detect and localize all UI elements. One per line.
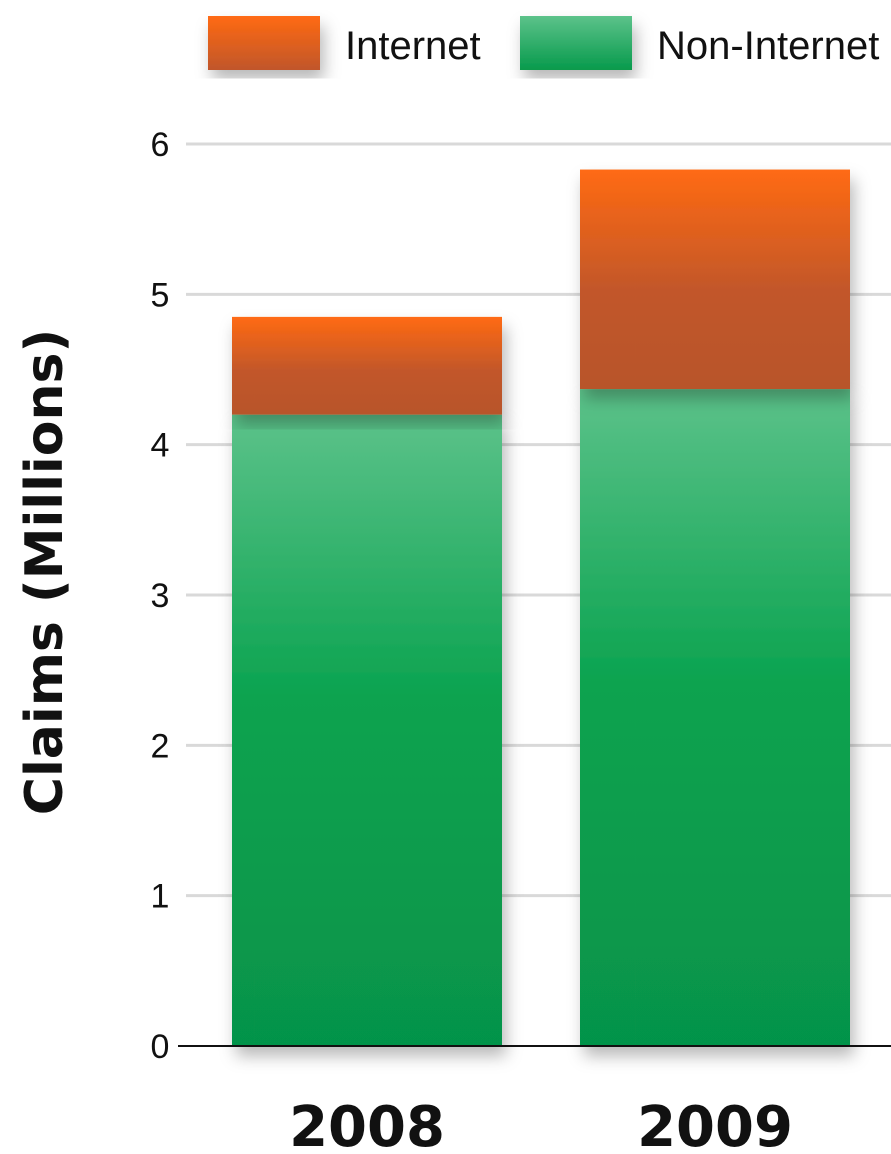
bar-internet-2009 (580, 169, 850, 390)
y-axis-title: Claims (Millions) (15, 329, 75, 815)
y-tick-label: 0 (151, 1028, 170, 1066)
legend-label-non-internet: Non-Internet (657, 24, 879, 68)
legend-label-internet: Internet (345, 24, 481, 68)
x-tick-label: 2009 (637, 1095, 793, 1154)
legend-swatch-non-internet (520, 16, 632, 70)
y-tick-label: 3 (151, 577, 170, 615)
y-tick-label: 2 (151, 727, 170, 765)
x-tick-labels: 2008 2009 (289, 1095, 793, 1154)
bars (232, 169, 850, 1047)
bar-non-internet-2008 (232, 414, 502, 1047)
y-tick-label: 4 (151, 427, 170, 465)
bar-non-internet-2009 (580, 389, 850, 1046)
y-tick-label: 6 (151, 126, 170, 164)
legend-swatch-internet (208, 16, 320, 70)
bar-internet-2008 (232, 316, 502, 415)
x-tick-label: 2008 (289, 1095, 445, 1154)
y-tick-labels: 0 1 2 3 4 5 6 (151, 126, 170, 1066)
y-tick-label: 5 (151, 276, 170, 314)
legend: Internet Non-Internet (208, 16, 879, 70)
y-tick-label: 1 (151, 878, 170, 916)
